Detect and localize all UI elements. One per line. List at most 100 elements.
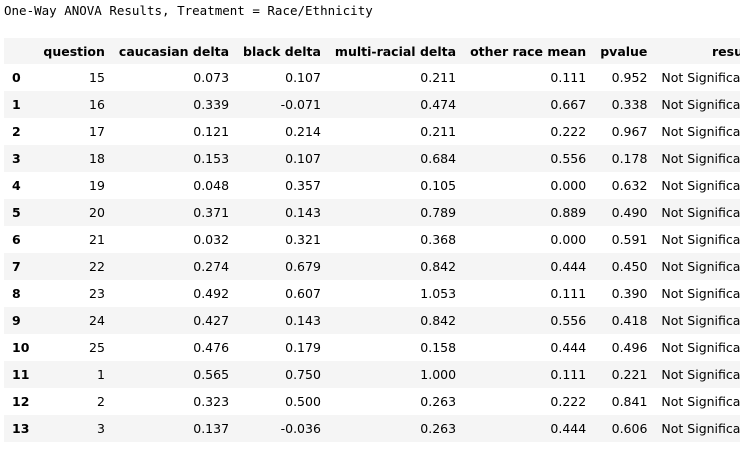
result-cell: Not Significant xyxy=(661,124,740,139)
result-cell: Not Significant xyxy=(661,97,740,112)
result-cell: Not Significant xyxy=(661,259,740,274)
black-delta-cell: -0.071 xyxy=(280,97,321,112)
result-cell: Not Significant xyxy=(661,367,740,382)
multi-racial-delta-cell: 0.789 xyxy=(420,205,457,220)
result-cell: Not Significant xyxy=(661,70,740,85)
anova-results-table: question caucasian delta black delta mul… xyxy=(4,38,740,442)
pvalue-cell: 0.390 xyxy=(611,286,648,301)
caucasian-delta-cell: 0.137 xyxy=(193,421,230,436)
table-row: 5 20 0.371 0.143 0.789 0.889 0.490 Not Signific… xyxy=(4,199,740,226)
black-delta-cell: 0.357 xyxy=(285,178,321,193)
column-header-black-delta: black delta xyxy=(243,43,321,59)
caucasian-delta-cell: 0.274 xyxy=(193,259,230,274)
black-delta-cell: 0.679 xyxy=(285,259,321,274)
output-title: One-Way ANOVA Results, Treatment = Race/… xyxy=(4,3,373,18)
other-race-mean-cell: 0.556 xyxy=(550,313,587,328)
result-cell: Not Significant xyxy=(661,421,740,436)
multi-racial-delta-cell: 0.842 xyxy=(420,313,457,328)
black-delta-cell: 0.179 xyxy=(285,340,321,355)
column-header-result: result xyxy=(712,43,740,59)
result-cell: Not Significant xyxy=(661,178,740,193)
pvalue-cell: 0.338 xyxy=(611,97,648,112)
table-row: 8 23 0.492 0.607 1.053 0.111 0.390 Not Signific… xyxy=(4,280,740,307)
other-race-mean-cell: 0.111 xyxy=(550,286,587,301)
result-cell: Not Significant xyxy=(661,151,740,166)
other-race-mean-cell: 0.444 xyxy=(550,340,587,355)
question-cell: 3 xyxy=(96,421,105,436)
header-row: question caucasian delta black delta mul… xyxy=(4,38,740,64)
other-race-mean-cell: 0.667 xyxy=(550,97,587,112)
caucasian-delta-cell: 0.565 xyxy=(193,367,230,382)
multi-racial-delta-cell: 0.105 xyxy=(420,178,457,193)
table-row: 0 15 0.073 0.107 0.211 0.111 0.952 Not Signific… xyxy=(4,64,740,91)
question-cell: 18 xyxy=(89,151,105,166)
table-row: 10 25 0.476 0.179 0.158 0.444 0.496 Not Signifi… xyxy=(4,334,740,361)
row-index: 1 xyxy=(12,97,21,112)
question-cell: 15 xyxy=(89,70,105,85)
row-index: 7 xyxy=(12,259,21,274)
result-cell: Not Significant xyxy=(661,232,740,247)
multi-racial-delta-cell: 0.368 xyxy=(420,232,457,247)
column-header-multi-racial-delta: multi-racial delta xyxy=(334,43,457,59)
other-race-mean-cell: 0.444 xyxy=(550,421,587,436)
column-header-index xyxy=(4,38,37,64)
pvalue-cell: 0.841 xyxy=(611,394,648,409)
other-race-mean-cell: 0.889 xyxy=(550,205,587,220)
multi-racial-delta-cell: 1.000 xyxy=(420,367,457,382)
multi-racial-delta-cell: 0.842 xyxy=(420,259,457,274)
multi-racial-delta-cell: 0.474 xyxy=(420,97,457,112)
pvalue-cell: 0.967 xyxy=(611,124,648,139)
black-delta-cell: 0.107 xyxy=(285,70,321,85)
column-header-pvalue: pvalue xyxy=(600,43,648,59)
row-index: 3 xyxy=(12,151,21,166)
pvalue-cell: 0.632 xyxy=(611,178,648,193)
row-index: 2 xyxy=(12,124,21,139)
row-index: 10 xyxy=(12,340,30,355)
black-delta-cell: 0.607 xyxy=(285,286,321,301)
pvalue-cell: 0.221 xyxy=(611,367,648,382)
table-body: 0 15 0.073 0.107 0.211 0.111 0.952 Not Signific… xyxy=(4,64,740,442)
table-row: 9 24 0.427 0.143 0.842 0.556 0.418 Not Signific… xyxy=(4,307,740,334)
row-index: 13 xyxy=(12,421,30,436)
other-race-mean-cell: 0.222 xyxy=(550,394,587,409)
other-race-mean-cell: 0.000 xyxy=(550,178,587,193)
pvalue-cell: 0.490 xyxy=(611,205,648,220)
question-cell: 22 xyxy=(89,259,105,274)
row-index: 12 xyxy=(12,394,30,409)
multi-racial-delta-cell: 0.684 xyxy=(420,151,457,166)
black-delta-cell: 0.143 xyxy=(285,313,321,328)
pvalue-cell: 0.496 xyxy=(611,340,648,355)
row-index: 5 xyxy=(12,205,21,220)
pvalue-cell: 0.591 xyxy=(611,232,648,247)
multi-racial-delta-cell: 0.263 xyxy=(420,421,457,436)
column-header-other-race-mean: other race mean xyxy=(470,43,587,59)
question-cell: 23 xyxy=(89,286,105,301)
black-delta-cell: 0.321 xyxy=(285,232,321,247)
table-row: 1 16 0.339 -0.071 0.474 0.667 0.338 Not Signifi… xyxy=(4,91,740,118)
pvalue-cell: 0.606 xyxy=(611,421,648,436)
caucasian-delta-cell: 0.323 xyxy=(193,394,230,409)
other-race-mean-cell: 0.111 xyxy=(550,70,587,85)
question-cell: 21 xyxy=(89,232,105,247)
result-cell: Not Significant xyxy=(661,205,740,220)
multi-racial-delta-cell: 0.158 xyxy=(420,340,457,355)
column-header-caucasian-delta: caucasian delta xyxy=(118,43,230,59)
other-race-mean-cell: 0.000 xyxy=(550,232,587,247)
pvalue-cell: 0.178 xyxy=(611,151,648,166)
result-cell: Not Significant xyxy=(661,313,740,328)
other-race-mean-cell: 0.111 xyxy=(550,367,587,382)
result-cell: Not Significant xyxy=(661,340,740,355)
question-cell: 1 xyxy=(96,367,105,382)
table-row: 4 19 0.048 0.357 0.105 0.000 0.632 Not Signific… xyxy=(4,172,740,199)
pvalue-cell: 0.418 xyxy=(611,313,648,328)
black-delta-cell: 0.750 xyxy=(285,367,321,382)
caucasian-delta-cell: 0.492 xyxy=(193,286,230,301)
black-delta-cell: -0.036 xyxy=(280,421,321,436)
row-index: 4 xyxy=(12,178,21,193)
question-cell: 25 xyxy=(89,340,105,355)
row-index: 11 xyxy=(12,367,30,382)
column-header-question: question xyxy=(43,43,105,59)
row-index: 9 xyxy=(12,313,21,328)
row-index: 0 xyxy=(12,70,21,85)
other-race-mean-cell: 0.556 xyxy=(550,151,587,166)
